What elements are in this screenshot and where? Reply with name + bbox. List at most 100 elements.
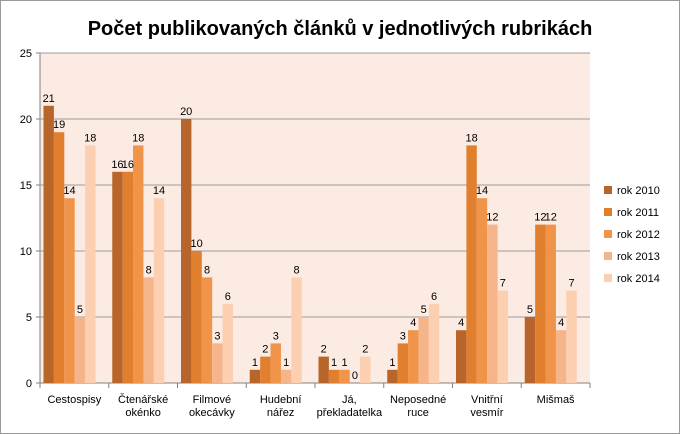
data-label: 2 — [262, 344, 268, 356]
data-label: 20 — [180, 106, 192, 118]
bar — [328, 369, 340, 383]
data-label: 1 — [331, 357, 337, 369]
bar — [566, 290, 577, 383]
data-label: 5 — [527, 304, 533, 316]
data-label: 4 — [458, 317, 464, 329]
data-label: 1 — [283, 357, 289, 369]
bar — [280, 369, 292, 383]
bar — [408, 330, 419, 383]
bar — [524, 317, 536, 383]
category-label: Neposedné — [390, 394, 446, 406]
bar — [74, 317, 86, 383]
bar — [466, 145, 477, 383]
bar — [153, 198, 165, 383]
data-label: 8 — [204, 264, 210, 276]
y-tick-label: 25 — [20, 48, 32, 60]
category-label: Mišmaš — [537, 394, 575, 406]
category-label: Čtenářské — [118, 393, 168, 406]
data-label: 7 — [500, 278, 506, 290]
data-label: 2 — [362, 344, 368, 356]
y-tick-label: 20 — [20, 114, 32, 126]
data-label: 1 — [389, 357, 395, 369]
bar — [397, 343, 409, 383]
data-label: 1 — [252, 357, 258, 369]
bar — [318, 356, 329, 383]
legend-swatch — [604, 230, 612, 238]
category-label: Já, — [342, 394, 357, 406]
data-label: 12 — [486, 212, 498, 224]
data-label: 8 — [146, 264, 152, 276]
bar — [43, 105, 54, 384]
legend-swatch — [604, 186, 612, 194]
bar — [64, 198, 75, 383]
category-label: Vnitřní — [471, 394, 503, 406]
data-label: 1 — [341, 357, 347, 369]
bar — [181, 119, 192, 383]
bar — [456, 330, 467, 383]
data-label: 4 — [410, 317, 416, 329]
chart-title: Počet publikovaných článků v jednotlivýc… — [87, 18, 593, 40]
legend-swatch — [604, 274, 612, 282]
data-label: 19 — [53, 119, 65, 131]
bar — [487, 224, 498, 383]
data-label: 0 — [352, 370, 358, 382]
data-label: 21 — [43, 93, 55, 105]
data-label: 18 — [84, 132, 96, 144]
data-label: 16 — [122, 159, 134, 171]
data-label: 18 — [132, 132, 144, 144]
data-label: 14 — [153, 185, 165, 197]
y-tick-label: 5 — [26, 312, 32, 324]
category-label: Filmové — [193, 394, 232, 406]
data-label: 12 — [534, 212, 546, 224]
legend-label: rok 2013 — [617, 251, 660, 263]
data-label: 14 — [63, 185, 75, 197]
legend-swatch — [604, 252, 612, 260]
y-tick-label: 15 — [20, 180, 32, 192]
y-tick-label: 0 — [26, 378, 32, 390]
data-label: 18 — [465, 132, 477, 144]
bar — [555, 330, 567, 383]
bar — [222, 303, 233, 383]
bar — [133, 145, 144, 383]
bar — [249, 369, 261, 383]
category-label: vesmír — [470, 407, 503, 419]
bar — [122, 171, 134, 383]
bar — [53, 132, 65, 383]
legend-label: rok 2011 — [617, 207, 659, 219]
bar — [535, 224, 546, 383]
legend-label: rok 2014 — [617, 273, 660, 285]
bar — [143, 277, 154, 383]
legend-label: rok 2010 — [617, 185, 660, 197]
bar — [112, 171, 123, 383]
bar — [201, 277, 213, 383]
bar — [360, 356, 371, 383]
data-label: 3 — [214, 330, 220, 342]
data-label: 14 — [476, 185, 488, 197]
data-label: 4 — [558, 317, 564, 329]
bar — [418, 317, 429, 383]
data-label: 10 — [190, 238, 202, 250]
bar — [270, 343, 281, 383]
bar — [291, 277, 302, 383]
data-label: 3 — [273, 330, 279, 342]
bar — [497, 290, 508, 383]
category-label: Hudební — [260, 394, 302, 406]
data-label: 8 — [293, 264, 299, 276]
data-label: 12 — [545, 212, 557, 224]
data-label: 7 — [568, 278, 574, 290]
bar — [387, 369, 398, 383]
y-tick-label: 10 — [20, 246, 32, 258]
bar — [260, 356, 271, 383]
category-label: okénko — [125, 407, 160, 419]
data-label: 6 — [225, 291, 231, 303]
bar — [212, 343, 223, 383]
data-label: 5 — [421, 304, 427, 316]
bar — [476, 198, 488, 383]
bar — [339, 369, 350, 383]
legend-label: rok 2012 — [617, 229, 660, 241]
category-label: nářez — [267, 407, 295, 419]
category-label: ruce — [407, 407, 428, 419]
data-label: 6 — [431, 291, 437, 303]
data-label: 2 — [321, 344, 327, 356]
